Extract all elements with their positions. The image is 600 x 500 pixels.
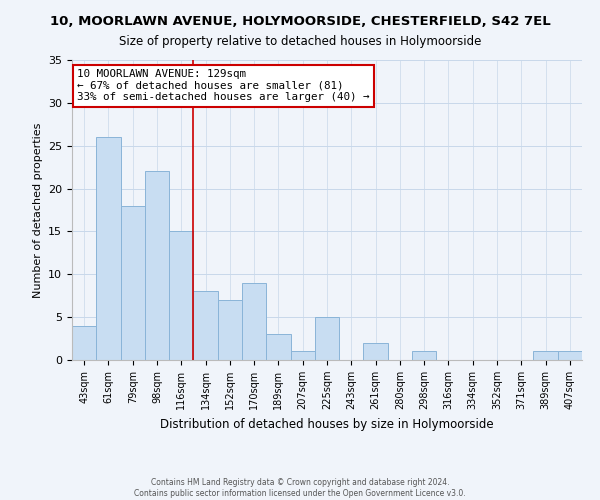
Bar: [169, 232, 193, 360]
Text: Contains HM Land Registry data © Crown copyright and database right 2024.
Contai: Contains HM Land Registry data © Crown c…: [134, 478, 466, 498]
Bar: [364, 343, 388, 360]
Text: Size of property relative to detached houses in Holymoorside: Size of property relative to detached ho…: [119, 35, 481, 48]
Bar: [533, 352, 558, 360]
Bar: [96, 137, 121, 360]
Bar: [72, 326, 96, 360]
Bar: [121, 206, 145, 360]
X-axis label: Distribution of detached houses by size in Holymoorside: Distribution of detached houses by size …: [160, 418, 494, 430]
Bar: [218, 300, 242, 360]
Bar: [193, 292, 218, 360]
Text: 10 MOORLAWN AVENUE: 129sqm
← 67% of detached houses are smaller (81)
33% of semi: 10 MOORLAWN AVENUE: 129sqm ← 67% of deta…: [77, 69, 370, 102]
Bar: [290, 352, 315, 360]
Bar: [558, 352, 582, 360]
Bar: [412, 352, 436, 360]
Text: 10, MOORLAWN AVENUE, HOLYMOORSIDE, CHESTERFIELD, S42 7EL: 10, MOORLAWN AVENUE, HOLYMOORSIDE, CHEST…: [50, 15, 550, 28]
Bar: [145, 172, 169, 360]
Bar: [315, 317, 339, 360]
Y-axis label: Number of detached properties: Number of detached properties: [32, 122, 43, 298]
Bar: [242, 283, 266, 360]
Bar: [266, 334, 290, 360]
